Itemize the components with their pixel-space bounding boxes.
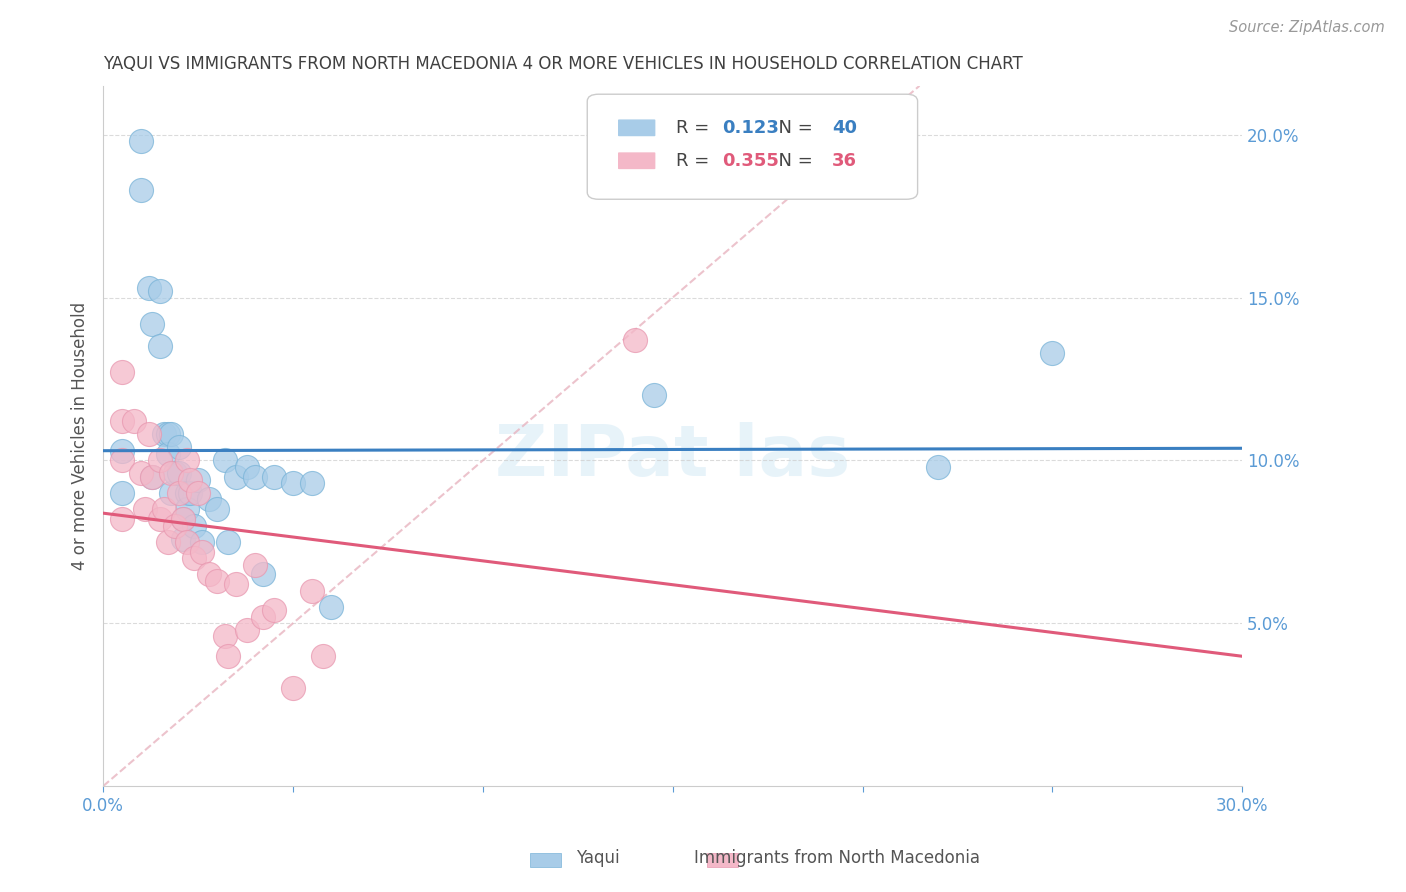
Point — [160, 427, 183, 442]
Point — [214, 453, 236, 467]
Point — [205, 574, 228, 588]
Point — [623, 333, 645, 347]
Text: Yaqui: Yaqui — [575, 849, 620, 867]
Point — [205, 502, 228, 516]
Point — [149, 512, 172, 526]
Point — [165, 518, 187, 533]
Point — [191, 534, 214, 549]
Point — [198, 492, 221, 507]
Text: N =: N = — [768, 119, 818, 136]
Text: R =: R = — [676, 119, 716, 136]
Text: Immigrants from North Macedonia: Immigrants from North Macedonia — [693, 849, 980, 867]
Text: ZIPat las: ZIPat las — [495, 423, 851, 491]
Point — [172, 532, 194, 546]
Point — [183, 551, 205, 566]
Point — [141, 469, 163, 483]
Point — [301, 583, 323, 598]
Point — [263, 469, 285, 483]
Point — [129, 134, 152, 148]
Point — [176, 502, 198, 516]
Point — [160, 486, 183, 500]
Point — [134, 502, 156, 516]
Point — [198, 567, 221, 582]
Point — [176, 486, 198, 500]
Point — [138, 427, 160, 442]
Point — [122, 414, 145, 428]
Point — [141, 317, 163, 331]
Point — [160, 467, 183, 481]
Point — [167, 441, 190, 455]
Text: 36: 36 — [832, 152, 858, 169]
Point — [129, 467, 152, 481]
Point — [153, 502, 176, 516]
Point — [243, 469, 266, 483]
Point — [301, 476, 323, 491]
Text: 0.123: 0.123 — [721, 119, 779, 136]
Point — [172, 512, 194, 526]
Point — [129, 183, 152, 197]
Point — [217, 648, 239, 663]
Point — [643, 388, 665, 402]
Point — [156, 427, 179, 442]
Text: 40: 40 — [832, 119, 858, 136]
FancyBboxPatch shape — [619, 153, 655, 169]
Point — [236, 623, 259, 637]
Point — [281, 476, 304, 491]
Point — [156, 447, 179, 461]
Point — [225, 469, 247, 483]
Point — [111, 486, 134, 500]
Point — [252, 567, 274, 582]
Point — [111, 453, 134, 467]
Point — [225, 577, 247, 591]
Point — [236, 459, 259, 474]
Point — [1042, 346, 1064, 360]
Point — [217, 534, 239, 549]
Point — [214, 629, 236, 643]
Text: N =: N = — [768, 152, 818, 169]
Point — [172, 512, 194, 526]
Point — [111, 366, 134, 380]
Bar — [707, 853, 738, 867]
Point — [138, 281, 160, 295]
Point — [165, 467, 187, 481]
Point — [191, 544, 214, 558]
Point — [149, 453, 172, 467]
FancyBboxPatch shape — [619, 120, 655, 136]
Point — [149, 339, 172, 353]
Point — [167, 486, 190, 500]
Point — [319, 599, 342, 614]
Point — [149, 284, 172, 298]
Point — [141, 469, 163, 483]
Bar — [530, 853, 561, 867]
Text: YAQUI VS IMMIGRANTS FROM NORTH MACEDONIA 4 OR MORE VEHICLES IN HOUSEHOLD CORRELA: YAQUI VS IMMIGRANTS FROM NORTH MACEDONIA… — [103, 55, 1024, 73]
Point — [252, 609, 274, 624]
Point — [179, 473, 201, 487]
Point — [263, 603, 285, 617]
Point — [111, 512, 134, 526]
Point — [111, 443, 134, 458]
Point — [243, 558, 266, 572]
Y-axis label: 4 or more Vehicles in Household: 4 or more Vehicles in Household — [72, 301, 89, 570]
Point — [312, 648, 335, 663]
Text: Source: ZipAtlas.com: Source: ZipAtlas.com — [1229, 20, 1385, 35]
Point — [179, 486, 201, 500]
Point — [183, 518, 205, 533]
Text: 0.355: 0.355 — [721, 152, 779, 169]
Point — [167, 467, 190, 481]
FancyBboxPatch shape — [588, 95, 918, 199]
Point — [153, 427, 176, 442]
Point — [111, 414, 134, 428]
Point — [176, 534, 198, 549]
Point — [176, 453, 198, 467]
Point — [281, 681, 304, 696]
Point — [187, 473, 209, 487]
Text: R =: R = — [676, 152, 716, 169]
Point — [156, 534, 179, 549]
Point — [927, 459, 949, 474]
Point — [187, 486, 209, 500]
